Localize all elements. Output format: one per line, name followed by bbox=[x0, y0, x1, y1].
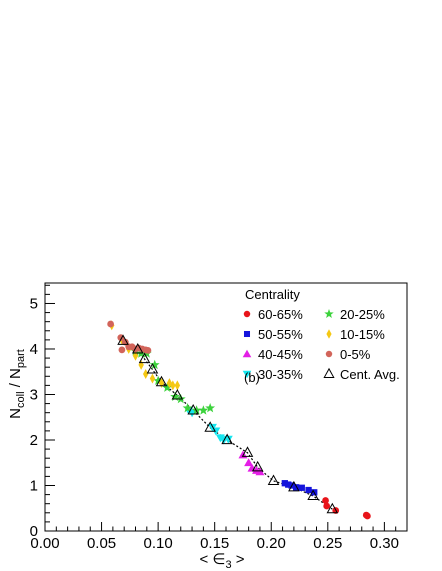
y-label-sub2: part bbox=[15, 349, 27, 368]
data-point bbox=[326, 502, 339, 514]
x-tick-label: 0.25 bbox=[313, 535, 342, 552]
data-point bbox=[267, 474, 280, 486]
data-point bbox=[166, 378, 173, 389]
data-point bbox=[132, 350, 139, 361]
data-point bbox=[251, 460, 264, 472]
data-point bbox=[198, 405, 209, 415]
data-point bbox=[117, 334, 129, 345]
data-point bbox=[170, 391, 181, 401]
y-tick-label: 0 bbox=[30, 523, 38, 540]
legend-label: 0-5% bbox=[340, 347, 371, 362]
y-tick-label: 3 bbox=[30, 386, 38, 403]
legend-label: 30-35% bbox=[258, 367, 303, 382]
data-point bbox=[138, 352, 151, 364]
data-point bbox=[281, 480, 288, 487]
x-tick-label: 0.05 bbox=[87, 535, 116, 552]
y-label-sep: / N bbox=[7, 368, 24, 391]
data-point bbox=[153, 375, 164, 386]
data-point bbox=[285, 481, 292, 488]
legend-label: 10-15% bbox=[340, 327, 385, 342]
data-point bbox=[187, 403, 199, 415]
x-tick-label: 0.10 bbox=[144, 535, 173, 552]
data-marks bbox=[107, 320, 371, 520]
legend-marker bbox=[325, 350, 333, 358]
legend-marker bbox=[323, 367, 335, 378]
legend-marker bbox=[326, 329, 332, 339]
x-tick-label: 0.00 bbox=[30, 535, 59, 552]
y-label-sub1: coll bbox=[15, 391, 27, 408]
legend-marker bbox=[243, 330, 251, 338]
panel-label: (b) bbox=[244, 370, 260, 385]
data-point bbox=[204, 421, 216, 432]
data-point bbox=[162, 382, 173, 392]
legend-marker bbox=[242, 349, 252, 358]
data-point bbox=[292, 484, 300, 491]
x-label-sub: 3 bbox=[225, 559, 231, 571]
data-point bbox=[146, 363, 159, 374]
data-point bbox=[298, 484, 305, 491]
x-label-symbol: ∈ bbox=[212, 551, 225, 568]
y-tick-label: 5 bbox=[30, 295, 38, 312]
legend-label: 40-45% bbox=[258, 347, 303, 362]
data-point bbox=[364, 512, 371, 520]
legend-marker bbox=[324, 309, 334, 318]
x-label-prefix: < bbox=[199, 551, 212, 568]
data-point bbox=[241, 446, 254, 457]
data-point bbox=[149, 359, 160, 370]
data-point bbox=[221, 433, 233, 445]
data-point bbox=[174, 380, 181, 391]
data-point bbox=[149, 373, 156, 384]
data-point bbox=[323, 502, 331, 510]
data-point bbox=[118, 346, 126, 354]
axis-ticks: 0.00 0.05 0.10 0.15 0.20 0.25 0.30 0 1 2 3 4 5 bbox=[30, 284, 399, 552]
series-0-5- bbox=[107, 320, 152, 354]
data-point bbox=[288, 480, 300, 492]
data-point bbox=[170, 380, 176, 391]
data-point bbox=[305, 486, 312, 494]
data-point bbox=[191, 405, 202, 415]
data-point bbox=[142, 369, 149, 379]
y-label-main1: N bbox=[7, 408, 24, 419]
data-point bbox=[138, 359, 144, 370]
series-cent-avg- bbox=[117, 334, 339, 514]
data-point bbox=[223, 435, 233, 444]
data-point bbox=[171, 388, 184, 400]
x-label-suffix: > bbox=[232, 551, 245, 568]
legend-label: Cent. Avg. bbox=[340, 367, 400, 382]
y-tick-label: 2 bbox=[30, 432, 38, 449]
y-axis-label: Ncoll / Npart bbox=[7, 349, 27, 419]
data-point bbox=[107, 320, 114, 328]
data-point bbox=[307, 489, 319, 501]
data-point bbox=[182, 402, 193, 413]
data-point bbox=[244, 458, 254, 467]
data-point bbox=[155, 375, 168, 387]
data-point bbox=[238, 450, 248, 459]
data-point bbox=[131, 342, 144, 354]
x-tick-label: 0.30 bbox=[370, 535, 399, 552]
legend-marker bbox=[243, 310, 251, 318]
data-point bbox=[205, 402, 216, 413]
data-point bbox=[144, 346, 152, 354]
x-axis-label: < ∈3 > bbox=[199, 551, 244, 571]
legend-label: 60-65% bbox=[258, 307, 303, 322]
legend: Centrality 60-65% 50-55% 40-45% 30-35% 20-25… bbox=[242, 287, 400, 382]
series-60-65- bbox=[322, 497, 371, 520]
x-tick-label: 0.20 bbox=[257, 535, 286, 552]
y-tick-label: 1 bbox=[30, 477, 38, 494]
legend-label: 20-25% bbox=[340, 307, 385, 322]
legend-label: 50-55% bbox=[258, 327, 303, 342]
legend-title: Centrality bbox=[245, 287, 300, 302]
legend-marker bbox=[242, 370, 252, 379]
x-tick-label: 0.15 bbox=[200, 535, 229, 552]
data-point bbox=[322, 497, 329, 504]
data-point bbox=[247, 463, 257, 472]
y-tick-label: 4 bbox=[30, 341, 38, 358]
